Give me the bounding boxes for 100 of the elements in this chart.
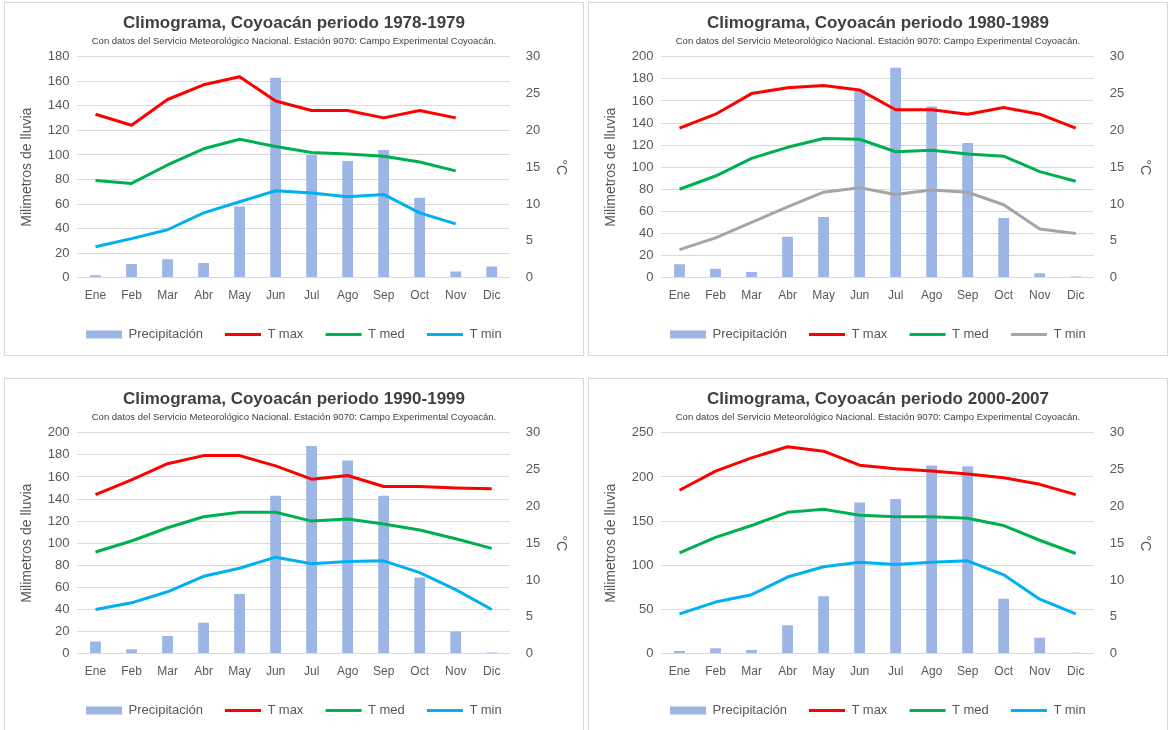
y-tick-label: 140: [47, 97, 70, 113]
y2-tick-label: 15: [525, 534, 541, 550]
y2-tick-label: 30: [1109, 48, 1125, 64]
legend-label: T med: [952, 702, 989, 718]
x-tick-label: Jul: [887, 288, 904, 303]
y2-tick-label: 5: [1109, 232, 1117, 248]
x-tick-label: Oct: [994, 288, 1014, 303]
bar: [414, 197, 426, 278]
legend-label: T med: [952, 326, 989, 342]
y-tick-label: 180: [47, 48, 70, 64]
bar: [818, 596, 829, 654]
y-tick-label: 100: [631, 556, 654, 572]
legend-label: T min: [1053, 326, 1086, 342]
x-tick-label: Oct: [994, 664, 1014, 679]
bar: [998, 217, 1010, 278]
bar: [450, 631, 462, 654]
x-tick-label: Jul: [303, 288, 320, 303]
x-tick-label: Feb: [121, 288, 143, 303]
bar: [926, 106, 938, 278]
bar: [234, 206, 245, 278]
x-tick-label: Nov: [445, 288, 467, 303]
y2-tick-label: 10: [1109, 571, 1125, 587]
legend-label: Precipitación: [128, 702, 203, 718]
x-tick-label: Abr: [194, 664, 213, 679]
bar: [126, 264, 137, 278]
x-tick-label: Dic: [483, 288, 501, 303]
y2-tick-label: 5: [525, 608, 533, 624]
bar: [890, 499, 902, 654]
y-tick-label: 120: [47, 121, 70, 137]
y2-tick-label: 15: [1109, 534, 1125, 550]
x-tick-label: Nov: [1029, 664, 1051, 679]
y-tick-label: 0: [646, 269, 654, 285]
x-tick-label: Dic: [1067, 288, 1085, 303]
x-tick-label: Jun: [849, 664, 870, 679]
y2-tick-label: 15: [525, 158, 541, 174]
bar: [962, 142, 974, 278]
bar: [270, 495, 282, 654]
bar: [162, 635, 173, 654]
y2-tick-label: 30: [525, 424, 541, 440]
y2-tick-label: 5: [1109, 608, 1117, 624]
y-tick-label: 140: [47, 490, 70, 506]
bar: [270, 77, 282, 278]
y2-tick-label: 0: [1109, 269, 1117, 285]
x-tick-label: Feb: [705, 288, 727, 303]
legend-label: T med: [368, 702, 405, 718]
y-tick-label: 60: [639, 202, 654, 218]
chart-title: Climograma, Coyoacán periodo 2000-2007: [706, 388, 1050, 408]
bar: [962, 466, 974, 654]
y2-tick-label: 0: [525, 645, 533, 661]
bar: [378, 150, 390, 278]
bar: [1034, 637, 1046, 654]
y-axis-title: Milimetros de lluvia: [18, 483, 35, 603]
x-tick-label: Mar: [157, 288, 178, 303]
bar: [162, 259, 173, 278]
y-tick-label: 60: [55, 195, 70, 211]
x-tick-label: Jun: [265, 664, 286, 679]
legend-label: T min: [469, 702, 502, 718]
chart-subtitle: Con datos del Servicio Meteorológico Nacional. Estación 9070: Campo Experimental Coyoacán.: [91, 410, 497, 422]
x-tick-label: Jun: [265, 288, 286, 303]
y2-tick-label: 25: [525, 461, 541, 477]
x-tick-label: Mar: [741, 664, 762, 679]
bar: [414, 577, 426, 654]
legend-label: Precipitación: [712, 326, 787, 342]
y-tick-label: 40: [55, 220, 70, 236]
y2-tick-label: 25: [1109, 461, 1125, 477]
x-tick-label: Oct: [410, 664, 430, 679]
x-tick-label: Feb: [121, 664, 143, 679]
bar: [126, 649, 137, 654]
y-tick-label: 120: [47, 512, 70, 528]
y-tick-label: 0: [62, 645, 70, 661]
y-tick-label: 200: [47, 424, 70, 440]
y2-tick-label: 10: [525, 571, 541, 587]
x-tick-label: Nov: [1029, 288, 1051, 303]
bar: [234, 593, 245, 654]
bar: [674, 650, 685, 654]
bar: [198, 622, 209, 654]
y2-axis-title: °C: [553, 535, 570, 552]
y-axis-title: Milimetros de lluvia: [602, 107, 619, 227]
y2-tick-label: 20: [525, 497, 541, 513]
x-tick-label: Abr: [778, 664, 797, 679]
x-tick-label: Mar: [741, 288, 762, 303]
x-tick-label: Ago: [920, 664, 943, 679]
x-tick-label: May: [812, 664, 835, 679]
x-tick-label: Ene: [668, 664, 691, 679]
bar: [854, 502, 866, 654]
x-tick-label: Ene: [668, 288, 691, 303]
x-tick-label: May: [228, 664, 251, 679]
legend-label: Precipitación: [712, 702, 787, 718]
x-tick-label: Jul: [303, 664, 320, 679]
y-tick-label: 180: [47, 446, 70, 462]
chart-subtitle: Con datos del Servicio Meteorológico Nacional. Estación 9070: Campo Experimental Coyoacán.: [675, 410, 1081, 422]
bar: [674, 264, 685, 278]
bar: [782, 625, 793, 654]
y-tick-label: 100: [47, 146, 70, 162]
bar: [90, 641, 101, 654]
y-tick-label: 160: [47, 468, 70, 484]
legend-label: Precipitación: [128, 326, 203, 342]
x-tick-label: Mar: [157, 664, 178, 679]
y-tick-label: 50: [639, 601, 654, 617]
legend-label: T min: [1053, 702, 1086, 718]
